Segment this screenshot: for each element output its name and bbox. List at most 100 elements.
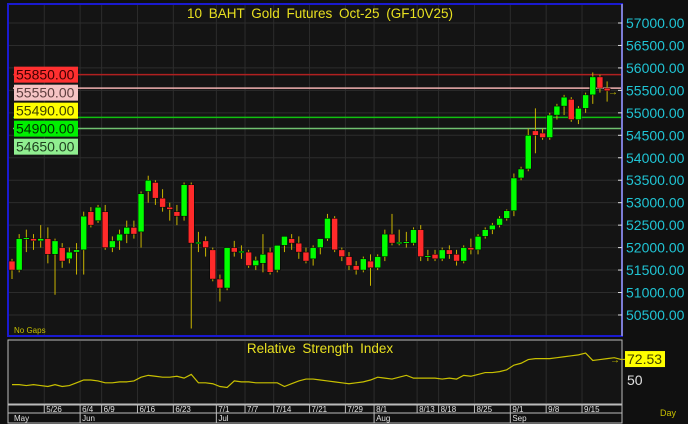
price-badge bbox=[14, 120, 78, 137]
candle-body bbox=[259, 254, 267, 264]
candle-body bbox=[474, 236, 482, 251]
candle-body bbox=[302, 251, 310, 262]
candle-body bbox=[395, 241, 403, 244]
date-axis[interactable]: 5/26 6/4 6/9 6/16 6/23 7/1 7/7 7/14 7/21 7/29 8/1 8… bbox=[7, 404, 623, 424]
date-tick-label: 6/23 bbox=[175, 405, 191, 414]
date-tick-label: 6/4 bbox=[82, 405, 94, 414]
candle-body bbox=[417, 229, 424, 257]
candle-body bbox=[360, 258, 367, 271]
candle-body bbox=[589, 76, 597, 96]
candle-body bbox=[87, 211, 95, 226]
candle-body bbox=[546, 114, 553, 138]
candle-body bbox=[281, 236, 288, 246]
candle-body bbox=[381, 233, 389, 257]
candle-body bbox=[137, 193, 145, 233]
candle-body bbox=[410, 229, 417, 244]
candle-body bbox=[388, 233, 396, 244]
price-badge-label: 55490.00 bbox=[16, 103, 75, 119]
candle-body bbox=[101, 211, 109, 248]
candle-body bbox=[524, 135, 532, 170]
price-tick-label: 55500.00 bbox=[626, 82, 685, 98]
price-badge-label: 55850.00 bbox=[16, 67, 75, 83]
candle-body bbox=[152, 182, 159, 199]
price-badge-label: 55550.00 bbox=[16, 85, 75, 101]
horizontal-lines bbox=[13, 73, 621, 130]
price-tick-label: 56000.00 bbox=[626, 60, 685, 76]
price-badge bbox=[14, 84, 78, 101]
candle-body bbox=[66, 251, 73, 260]
candle-body bbox=[446, 249, 453, 255]
candle-body bbox=[166, 206, 173, 210]
candle-body bbox=[37, 238, 44, 242]
candle-body bbox=[345, 256, 353, 266]
candle-body bbox=[209, 249, 217, 280]
candle-body bbox=[467, 247, 475, 251]
date-tick-label: 9/8 bbox=[548, 405, 560, 414]
month-label: Aug bbox=[376, 414, 390, 423]
price-tick-label: 50500.00 bbox=[626, 307, 685, 323]
candle-body bbox=[596, 76, 604, 89]
date-tick-label: 9/15 bbox=[584, 405, 600, 414]
rsi-arrow-icon: → bbox=[610, 355, 620, 366]
price-tick-label: 57000.00 bbox=[626, 15, 685, 31]
date-tick-label: 5/26 bbox=[46, 405, 62, 414]
candle-body bbox=[123, 227, 130, 235]
candle-body bbox=[324, 218, 331, 239]
candle-body bbox=[403, 241, 410, 244]
rsi-badge bbox=[625, 351, 665, 368]
date-tick-label: 8/25 bbox=[476, 405, 492, 414]
candle-body bbox=[603, 87, 611, 92]
candle-body bbox=[453, 254, 460, 262]
chart-title: 10 BAHT Gold Futures Oct-25 (GF10V25) bbox=[187, 6, 453, 21]
candle-body bbox=[8, 260, 16, 271]
candle-body bbox=[431, 254, 439, 260]
candle-body bbox=[560, 96, 568, 107]
month-label: May bbox=[14, 414, 29, 423]
rsi-panel[interactable] bbox=[7, 339, 623, 405]
rsi-title: Relative Strength Index bbox=[247, 341, 394, 356]
candle-body bbox=[338, 249, 346, 257]
candle-body bbox=[44, 238, 52, 255]
price-axis[interactable]: 50500.00 51000.00 51500.00 52000.00 52500.00… bbox=[618, 4, 685, 336]
candle-body bbox=[116, 233, 123, 242]
candle-body bbox=[331, 218, 338, 251]
candle-body bbox=[223, 247, 231, 289]
month-label: Jun bbox=[82, 414, 95, 423]
date-axis-box bbox=[7, 404, 623, 424]
price-badges: 55850.00 55550.00 55490.00 54900.00 54650.00… bbox=[14, 66, 618, 155]
candle-body bbox=[202, 240, 209, 248]
candle-body bbox=[30, 238, 37, 242]
candle-body bbox=[238, 250, 245, 253]
price-tick-label: 53000.00 bbox=[626, 195, 685, 211]
period-label[interactable]: Day bbox=[660, 408, 677, 418]
price-tick-label: 51000.00 bbox=[626, 285, 685, 301]
candle-body bbox=[460, 247, 467, 262]
candle-body bbox=[438, 249, 446, 260]
candle-body bbox=[532, 130, 539, 136]
price-tick-label: 51500.00 bbox=[626, 262, 685, 278]
date-tick-label: 7/7 bbox=[247, 405, 259, 414]
date-tick-label: 8/18 bbox=[441, 405, 457, 414]
price-tick-label: 54500.00 bbox=[626, 127, 685, 143]
candle-body bbox=[266, 251, 274, 273]
price-badge bbox=[14, 102, 78, 119]
price-badge bbox=[14, 66, 78, 83]
price-badge-label: 54900.00 bbox=[16, 121, 75, 137]
candle-body bbox=[231, 247, 238, 253]
candle-body bbox=[539, 132, 546, 138]
no-gaps-label: No Gaps bbox=[14, 326, 46, 335]
candle-body bbox=[15, 238, 23, 271]
candle-body bbox=[496, 218, 503, 226]
candle-body bbox=[367, 260, 374, 269]
price-panel[interactable] bbox=[7, 3, 623, 337]
price-tick-label: 53500.00 bbox=[626, 172, 685, 188]
candle-body bbox=[503, 210, 510, 219]
candle-body bbox=[352, 265, 360, 271]
rsi-line bbox=[12, 352, 629, 389]
candle-body bbox=[274, 245, 281, 271]
candle-body bbox=[510, 177, 518, 212]
date-tick-label: 8/1 bbox=[376, 405, 388, 414]
candle-body bbox=[582, 94, 589, 109]
candle-body bbox=[51, 240, 59, 255]
